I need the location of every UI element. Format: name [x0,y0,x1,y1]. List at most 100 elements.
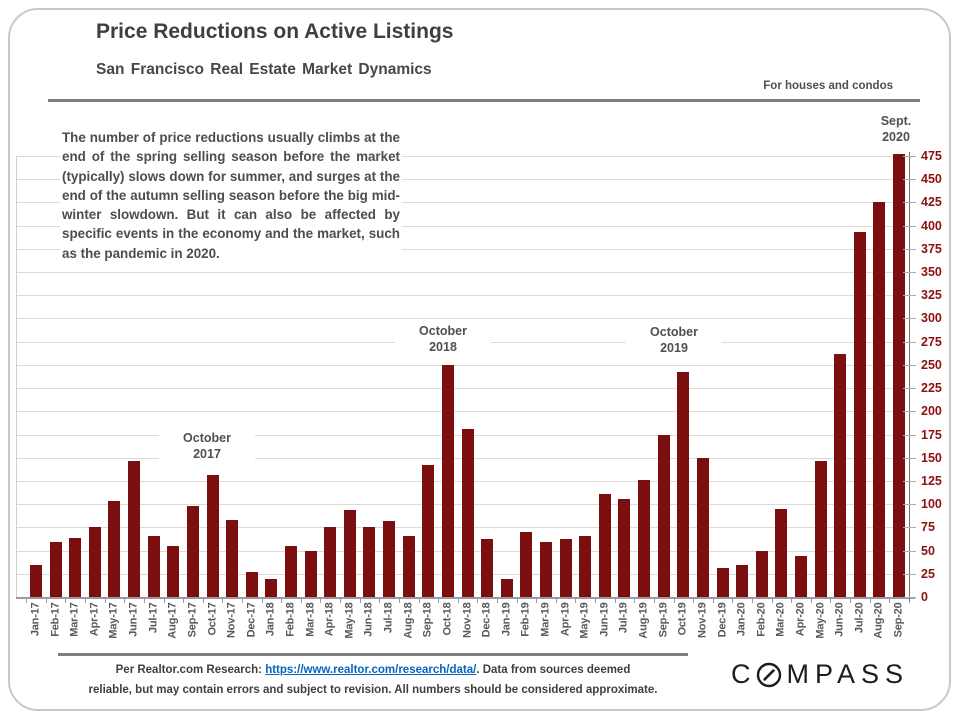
bar [363,527,376,597]
x-axis-tick [496,598,498,603]
x-axis-label: Sep-18 [421,602,434,638]
page-title: Price Reductions on Active Listings [96,20,454,43]
x-axis-label: Nov-19 [696,602,709,638]
bar [775,508,788,597]
bar [304,550,317,597]
x-axis-tick [575,598,577,603]
x-axis-label: Sep-17 [186,602,199,638]
x-axis-tick [65,598,67,603]
bar [108,501,121,597]
x-axis-label: Apr-18 [323,602,336,637]
header-divider [48,99,920,102]
bar [677,372,690,597]
annotation-line1: Sept. [880,114,912,128]
source-prefix: Per Realtor.com Research: [115,664,266,676]
annotation-line1: October [183,431,231,445]
y-axis-tick [903,504,916,506]
chart-scope-note: For houses and condos [763,80,893,92]
y-axis-tick [903,318,916,320]
logo-letter-c: C [731,659,757,689]
y-axis-tick [903,527,916,529]
x-axis-label: Jul-18 [382,602,395,634]
y-axis-label: 100 [921,497,942,512]
x-axis-label: Sep-20 [892,602,905,638]
x-axis-tick [143,598,145,603]
chart-annotation: October 2018 [395,322,491,356]
commentary-paragraph: The number of price reductions usually c… [60,127,402,265]
bar [186,506,199,597]
y-axis-tick [903,434,916,436]
x-axis-label: May-18 [343,602,356,639]
x-axis-tick [477,598,479,603]
y-axis-tick [903,573,916,575]
y-gridline [16,272,909,274]
x-axis-tick [712,598,714,603]
x-axis-tick [281,598,283,603]
annotation-line1: October [419,324,467,338]
x-axis-label: Jun-20 [833,602,846,637]
source-suffix: . Data from sources deemed [476,664,631,676]
bar [461,428,474,597]
bar [88,527,101,597]
x-axis-label: Feb-17 [49,602,62,637]
annotation-line2: 2020 [882,130,910,144]
bar [206,475,219,597]
page-subtitle: San Francisco Real Estate Market Dynamic… [96,61,432,78]
x-axis-tick [340,598,342,603]
x-axis-tick [261,598,263,603]
y-axis-tick [903,248,916,250]
bar [559,539,572,597]
y-axis-label: 150 [921,450,942,465]
bar [69,537,82,597]
plot-left-border [16,156,17,597]
x-axis-label: Mar-17 [68,602,81,637]
x-axis-tick [850,598,852,603]
x-axis-label: Aug-17 [166,602,179,639]
x-axis-tick [889,598,891,603]
y-axis-label: 400 [921,218,942,233]
y-axis-label: 75 [921,520,935,535]
y-gridline [16,295,909,297]
x-axis-tick [320,598,322,603]
x-axis-tick [202,598,204,603]
x-axis-label: May-19 [578,602,591,639]
bar [540,542,553,597]
y-gridline [16,225,909,227]
bar [167,545,180,597]
bar [579,535,592,597]
y-axis-tick [903,364,916,366]
x-axis-label: Aug-18 [402,602,415,639]
bar [638,480,651,597]
x-axis-tick [791,598,793,603]
x-axis-tick [751,598,753,603]
annotation-line2: 2018 [429,340,457,354]
chart-annotation: October 2017 [159,429,255,463]
x-axis-tick [222,598,224,603]
y-gridline [16,202,909,204]
source-link[interactable]: https://www.realtor.com/research/data/ [265,664,477,676]
bar [814,461,827,597]
bar [598,493,611,597]
y-axis-label: 225 [921,381,942,396]
x-axis-label: Jul-19 [617,602,630,634]
y-gridline [16,318,909,320]
x-axis-tick [124,598,126,603]
y-gridline [16,179,909,181]
y-gridline [16,411,909,413]
x-axis-tick [595,598,597,603]
x-axis-label: Nov-17 [225,602,238,638]
x-axis-label: Jul-17 [147,602,160,634]
y-axis-tick [903,550,916,552]
y-axis-tick [903,156,916,157]
source-note: Per Realtor.com Research: https://www.re… [58,660,688,700]
y-axis-tick [903,295,916,297]
y-axis-tick [903,272,916,274]
x-axis-label: Dec-19 [716,602,729,638]
bar [30,564,42,597]
y-axis-label: 250 [921,357,942,372]
y-axis-label: 50 [921,543,935,558]
x-axis-tick [830,598,832,603]
x-axis-line [16,596,915,599]
bar [245,571,258,597]
